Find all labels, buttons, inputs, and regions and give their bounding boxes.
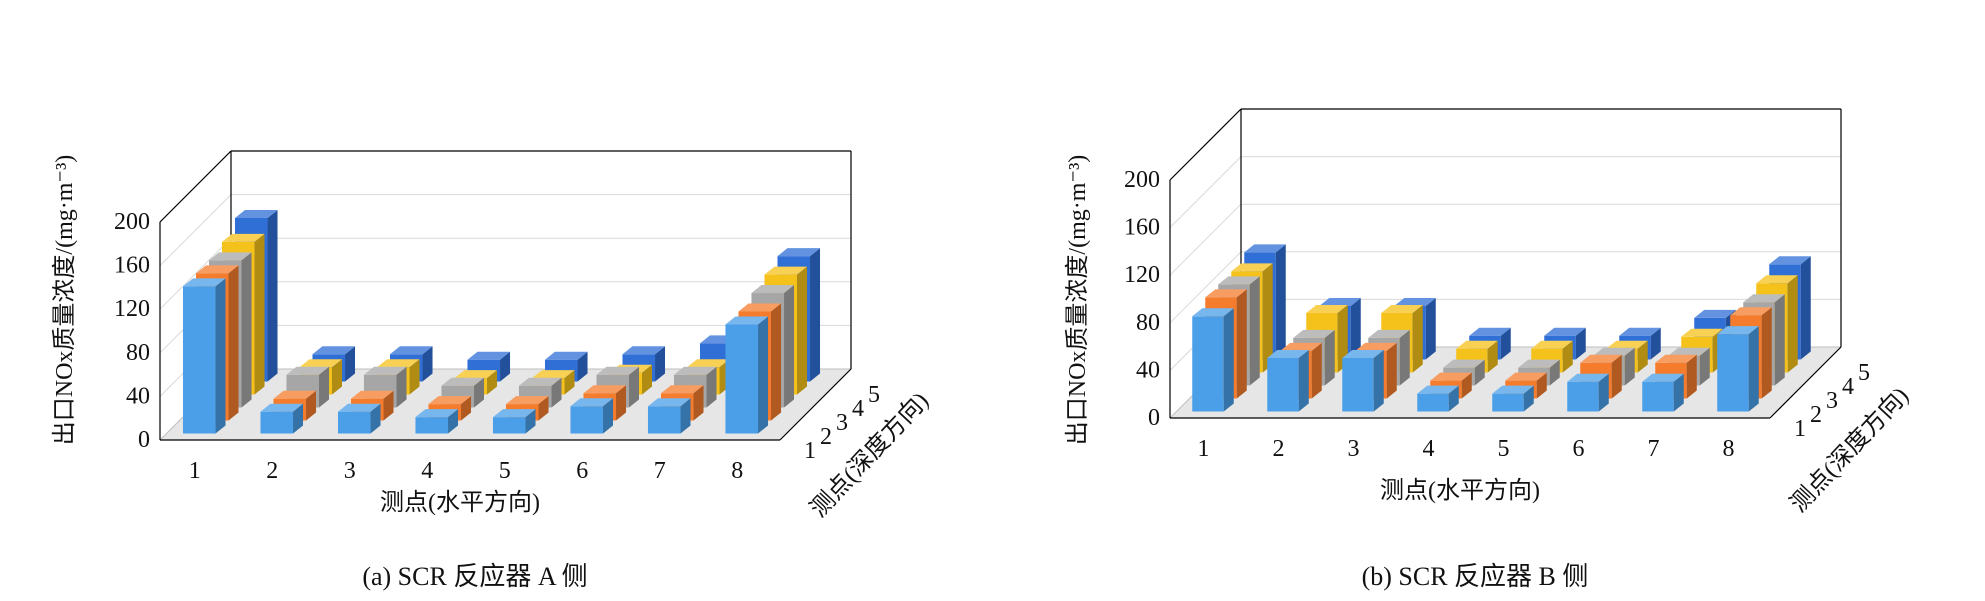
depth-tick-label: 1 [1794,416,1806,442]
x-axis-title-a: 测点(水平方向) [380,489,540,516]
y-tick-label: 120 [114,296,150,322]
bar [1567,373,1609,412]
bar [415,409,459,434]
bar [1417,385,1459,412]
depth-tick-label: 3 [836,410,848,436]
x-tick-label: 1 [1198,436,1210,462]
y-axis-title-a: 出口NOx质量浓度/(mg·m⁻³) [51,155,78,446]
bar [647,398,691,434]
y-tick-label: 200 [114,209,150,235]
x-tick-label: 8 [731,458,743,484]
bar [1492,385,1534,412]
depth-tick-label: 3 [1826,388,1838,414]
x-tick-label: 5 [499,458,511,484]
x-tick-label: 3 [1348,436,1360,462]
y-tick-label: 80 [1136,310,1160,336]
bar [1342,349,1384,412]
depth-tick-label: 2 [1810,402,1822,428]
caption-a: (a) SCR 反应器 A 侧 [362,562,587,591]
x-tick-label: 7 [1648,436,1660,462]
depth-tick-label: 1 [804,438,816,464]
bar [182,278,226,434]
y-tick-label: 40 [1136,357,1160,383]
x-tick-label: 6 [1573,436,1585,462]
bar [570,398,614,434]
left-top-edge [1169,108,1242,181]
x-tick-label: 4 [1423,436,1435,462]
x-tick-label: 2 [1273,436,1285,462]
y-axis-title-b: 出口NOx质量浓度/(mg·m⁻³) [1064,155,1091,446]
bar [260,403,304,434]
x-tick-label: 3 [344,458,356,484]
x-tick-label: 1 [189,458,201,484]
depth-axis-line [779,368,852,441]
bar [1267,349,1309,412]
y-tick-label: 40 [126,383,150,409]
caption-b: (b) SCR 反应器 B 侧 [1362,562,1589,591]
x-axis-title-b: 测点(水平方向) [1380,477,1540,504]
x-tick-label: 4 [421,458,433,484]
y-tick-label: 0 [1148,405,1160,431]
depth-tick-label: 5 [1858,360,1870,386]
bar [492,409,536,434]
y-tick-label: 120 [1124,262,1160,288]
gridline [1169,108,1841,181]
x-tick-label: 5 [1498,436,1510,462]
depth-tick-label: 4 [852,396,864,422]
y-tick-label: 80 [126,340,150,366]
bar [337,403,381,434]
depth-tick-label: 2 [820,424,832,450]
y-tick-label: 160 [1124,215,1160,241]
gridline [1169,156,1841,228]
y-tick-label: 200 [1124,167,1160,193]
left-top-edge [159,150,232,223]
bar [725,316,769,434]
x-tick-label: 8 [1723,436,1735,462]
depth-tick-label: 4 [1842,374,1854,400]
depth-axis-title-b: 测点(深度方向) [1785,382,1914,517]
bar [1717,326,1759,412]
x-tick-label: 7 [654,458,666,484]
x-tick-label: 2 [266,458,278,484]
y-tick-label: 160 [114,253,150,279]
y-tick-label: 0 [138,427,150,453]
depth-axis-line [1769,346,1842,419]
bar [1192,308,1234,412]
bar [1642,373,1684,412]
x-tick-label: 6 [576,458,588,484]
depth-tick-label: 5 [868,382,880,408]
